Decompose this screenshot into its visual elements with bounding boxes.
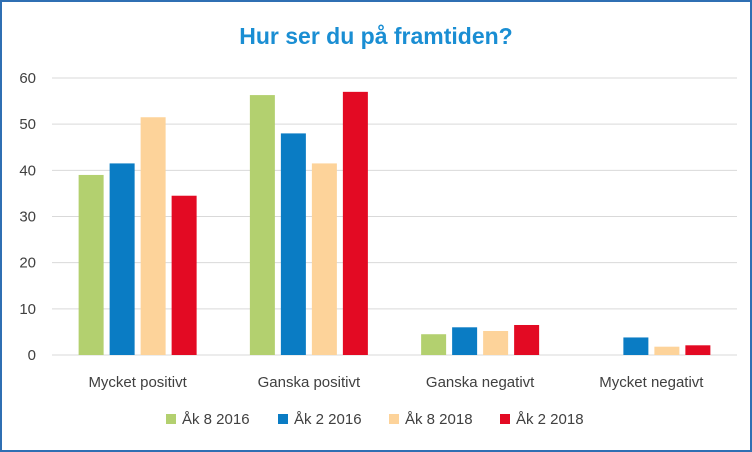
bar-1-1 [78,174,104,355]
category-label: Ganska positivt [258,374,361,391]
legend-swatch [166,414,176,424]
category-label: Mycket negativt [599,374,704,391]
bar-4-2 [342,91,368,355]
y-tick-label: 50 [19,116,36,133]
y-tick-label: 0 [28,347,36,364]
bar-2-4 [623,337,649,355]
bar-4-1 [171,195,197,355]
legend-swatch [278,414,288,424]
x-axis-categories: Mycket positivt Ganska positivt Ganska neg… [88,374,704,391]
bar-2-1 [109,163,135,355]
bar-3-4 [654,346,680,355]
bar-4-4 [685,345,711,355]
legend-label: Åk 8 2018 [405,411,473,428]
chart-title: Hur ser du på framtiden? [239,23,512,49]
legend-label: Åk 8 2016 [182,411,250,428]
category-label: Mycket positivt [88,374,187,391]
legend-label: Åk 2 2016 [294,411,362,428]
y-tick-label: 10 [19,301,36,318]
y-tick-label: 40 [19,162,36,179]
bar-2-2 [280,133,306,355]
bar-3-2 [311,163,337,355]
y-tick-label: 20 [19,255,36,272]
bar-3-3 [483,330,509,355]
legend: Åk 8 2016 Åk 2 2016 Åk 8 2018 Åk 2 2018 [166,411,584,428]
legend-label: Åk 2 2018 [516,411,584,428]
legend-swatch [389,414,399,424]
bar-4-3 [514,324,540,355]
y-tick-label: 30 [19,209,36,226]
bar-1-3 [421,334,447,355]
y-axis-ticks: 0 10 20 30 40 50 60 [19,70,36,364]
bar-3-1 [140,117,166,355]
bar-1-2 [249,95,275,355]
bars [78,91,711,355]
gridlines [52,77,737,356]
y-tick-label: 60 [19,70,36,87]
bar-2-3 [452,327,478,355]
category-label: Ganska negativt [426,374,535,391]
legend-swatch [500,414,510,424]
